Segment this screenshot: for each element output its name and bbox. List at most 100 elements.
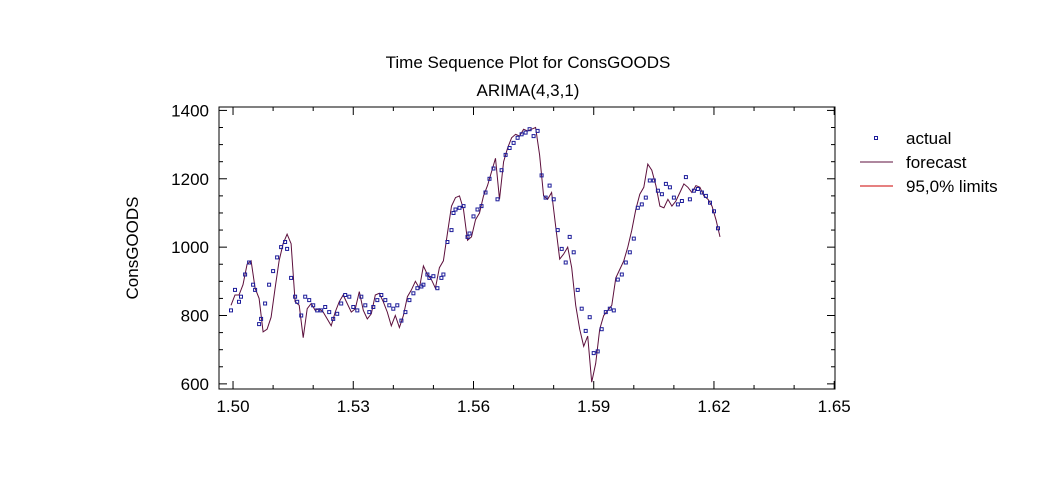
actual-point <box>591 351 596 356</box>
actual-point <box>387 303 392 308</box>
actual-point <box>335 311 340 316</box>
legend-limits-label: 95,0% limits <box>906 177 998 196</box>
x-tick-labels: 1.50 1.53 1.56 1.59 1.62 1.65 <box>216 397 850 416</box>
actual-point <box>243 272 248 277</box>
actual-point <box>559 246 564 251</box>
actual-point <box>295 299 300 304</box>
actual-point <box>667 185 672 190</box>
actual-point <box>491 166 496 171</box>
actual-point <box>531 134 536 139</box>
actual-point <box>379 293 384 297</box>
actual-point <box>511 140 516 145</box>
actual-point <box>551 197 556 202</box>
x-tick-label: 1.50 <box>216 397 249 416</box>
actual-point <box>699 190 704 195</box>
actual-point <box>411 291 416 296</box>
plot-frame <box>218 106 836 390</box>
chart-subtitle: ARIMA(4,3,1) <box>477 81 580 100</box>
actual-point <box>623 260 628 265</box>
actual-point <box>399 318 404 323</box>
actual-point <box>421 282 426 287</box>
y-tick-label: 600 <box>181 375 209 394</box>
actual-point <box>607 306 612 311</box>
y-axis-label: ConsGOODS <box>123 197 142 300</box>
x-tick-label: 1.56 <box>457 397 490 416</box>
actual-point <box>343 293 348 297</box>
actual-point <box>315 308 320 313</box>
actual-point <box>347 294 352 299</box>
actual-point <box>229 308 233 313</box>
y-tick-label: 1400 <box>171 101 209 120</box>
x-tick-label: 1.53 <box>337 397 370 416</box>
actual-point <box>575 287 580 292</box>
actual-point <box>253 287 258 292</box>
actual-point <box>712 209 716 214</box>
actual-point <box>467 231 472 236</box>
actual-point <box>527 127 532 132</box>
actual-point <box>449 228 454 233</box>
actual-point <box>355 308 360 313</box>
actual-point <box>439 275 444 280</box>
actual-point <box>431 274 436 279</box>
actual-point <box>323 305 328 309</box>
actual-point <box>303 294 308 299</box>
actual-point <box>487 176 492 181</box>
actual-point <box>407 298 412 303</box>
actual-point <box>663 181 668 186</box>
actual-point <box>691 188 696 193</box>
actual-point <box>271 269 276 274</box>
actual-point <box>543 195 548 200</box>
actual-point <box>683 175 688 180</box>
actual-point <box>279 245 284 250</box>
actual-point <box>283 240 288 244</box>
actual-point <box>539 173 544 178</box>
actual-point <box>367 310 372 315</box>
legend-actual-marker <box>874 136 878 140</box>
y-tick-label: 1000 <box>171 238 209 257</box>
actual-point <box>631 236 636 241</box>
actual-point <box>643 195 648 200</box>
actual-point <box>475 207 480 212</box>
actual-point <box>535 128 540 133</box>
actual-point <box>579 306 584 311</box>
actual-point <box>293 294 298 299</box>
actual-point <box>445 240 450 244</box>
actual-point <box>499 168 504 173</box>
actual-point <box>451 211 456 215</box>
actual-point <box>571 250 576 255</box>
x-tick-label: 1.62 <box>697 397 730 416</box>
actual-point <box>391 306 396 311</box>
legend-forecast-label: forecast <box>906 153 967 172</box>
actual-point <box>563 260 568 265</box>
plot-series <box>229 126 721 383</box>
actual-point <box>675 202 680 207</box>
actual-point <box>247 260 252 265</box>
actual-point <box>611 308 616 313</box>
actual-point <box>595 349 600 354</box>
actual-point <box>615 277 620 282</box>
actual-point <box>257 322 262 327</box>
actual-point <box>237 299 241 304</box>
actual-point <box>495 197 500 202</box>
actual-point <box>395 303 400 308</box>
actual-point <box>299 313 304 318</box>
x-tick-label: 1.65 <box>818 397 851 416</box>
actual-point <box>233 287 237 292</box>
actual-point <box>671 195 676 200</box>
actual-point <box>716 226 720 231</box>
actual-point <box>267 282 272 287</box>
legend-actual-label: actual <box>906 129 951 148</box>
tick-marks <box>219 107 835 389</box>
actual-point <box>461 204 466 209</box>
actual-point <box>359 294 364 299</box>
actual-point <box>415 286 420 291</box>
actual-point <box>363 303 368 308</box>
actual-point <box>371 305 376 309</box>
y-tick-label: 1200 <box>171 170 209 189</box>
actual-point <box>503 152 508 157</box>
actual-point <box>285 246 290 251</box>
actual-point <box>307 298 312 303</box>
actual-point <box>555 228 560 233</box>
actual-point <box>567 234 572 239</box>
